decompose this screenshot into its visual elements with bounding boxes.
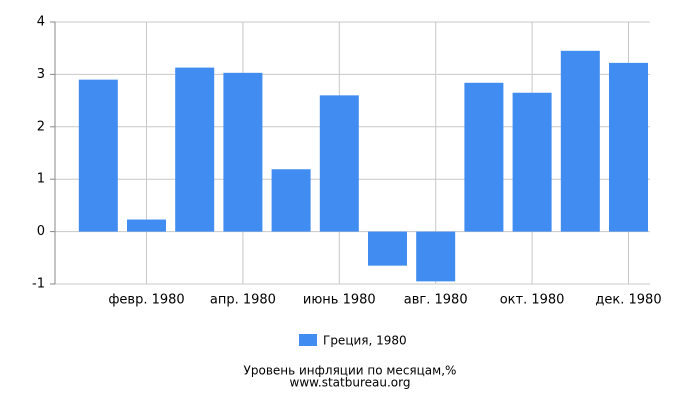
- bar: [464, 82, 504, 232]
- x-tick-label: окт. 1980: [500, 293, 565, 308]
- x-tick-label: февр. 1980: [108, 293, 184, 308]
- y-tick-label: -1: [32, 277, 45, 292]
- legend-swatch: [299, 334, 317, 346]
- x-tick-label: дек. 1980: [595, 293, 661, 308]
- x-tick-label: авг. 1980: [404, 293, 468, 308]
- y-tick-label: 4: [37, 15, 45, 30]
- bar: [416, 231, 456, 282]
- y-tick-label: 2: [37, 119, 45, 134]
- bar: [223, 72, 263, 232]
- x-tick-label: июнь 1980: [303, 293, 376, 308]
- bar: [609, 62, 648, 232]
- source: www.statbureau.org: [290, 376, 411, 390]
- bar: [78, 79, 118, 232]
- chart-title: Уровень инфляции по месяцам,%: [244, 364, 457, 378]
- y-tick-label: 1: [37, 172, 45, 187]
- bar: [560, 50, 600, 232]
- y-tick-label: 3: [37, 67, 45, 82]
- legend-label: Греция, 1980: [323, 334, 407, 348]
- bar: [127, 219, 166, 232]
- bar: [368, 231, 407, 266]
- bar: [319, 95, 359, 232]
- bar: [512, 92, 552, 232]
- bar: [175, 67, 215, 232]
- bar: [271, 169, 311, 232]
- y-tick-label: 0: [37, 224, 45, 239]
- x-tick-label: апр. 1980: [210, 293, 276, 308]
